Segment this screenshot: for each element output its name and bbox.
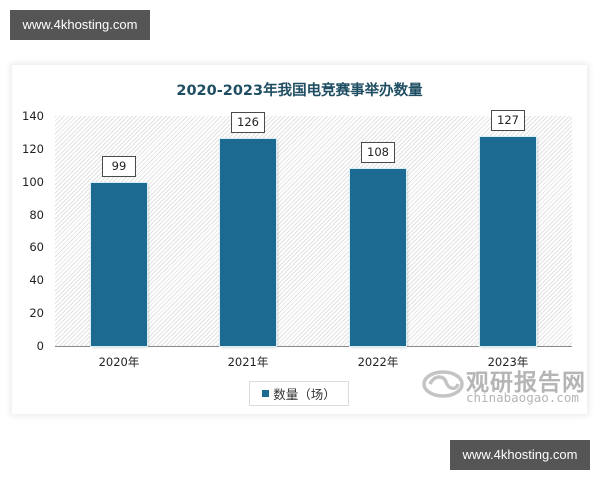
x-tick: 2022年 [357, 355, 399, 369]
bar [220, 139, 276, 346]
watermark-top: www.4khosting.com [10, 10, 150, 40]
y-tick: 120 [22, 142, 44, 156]
y-tick: 60 [29, 240, 44, 254]
x-tick: 2023年 [487, 355, 529, 369]
watermark-bottom: www.4khosting.com [450, 440, 590, 470]
chart-card: 2020-2023年我国电竞赛事举办数量 140 120 100 80 60 4… [12, 65, 587, 414]
y-tick: 20 [29, 306, 44, 320]
legend-label: 数量（场） [273, 387, 336, 402]
legend: 数量（场） [249, 381, 349, 406]
logo-text-cn: 观研报告网 [466, 370, 586, 396]
legend-swatch [262, 390, 270, 397]
y-tick: 40 [29, 273, 44, 287]
bar [480, 137, 536, 346]
bar-value-label: 127 [491, 110, 525, 132]
y-tick: 80 [29, 208, 44, 222]
chart-title: 2020-2023年我国电竞赛事举办数量 [176, 83, 423, 99]
bar [350, 168, 406, 346]
bar-value-label: 99 [102, 156, 136, 178]
x-axis-line [55, 346, 572, 347]
bar-value-label: 108 [361, 141, 395, 163]
source-logo: 观研报告网 chinabaogao.com [370, 363, 585, 411]
y-tick: 100 [22, 175, 44, 189]
x-tick: 2021年 [227, 355, 269, 369]
y-tick: 0 [36, 339, 44, 353]
y-tick: 140 [22, 109, 44, 123]
x-tick: 2020年 [98, 355, 140, 369]
logo-text-en: chinabaogao.com [466, 390, 579, 405]
bar [91, 183, 147, 346]
bar-value-label: 126 [231, 112, 265, 133]
logo-swirl-icon [422, 370, 464, 398]
